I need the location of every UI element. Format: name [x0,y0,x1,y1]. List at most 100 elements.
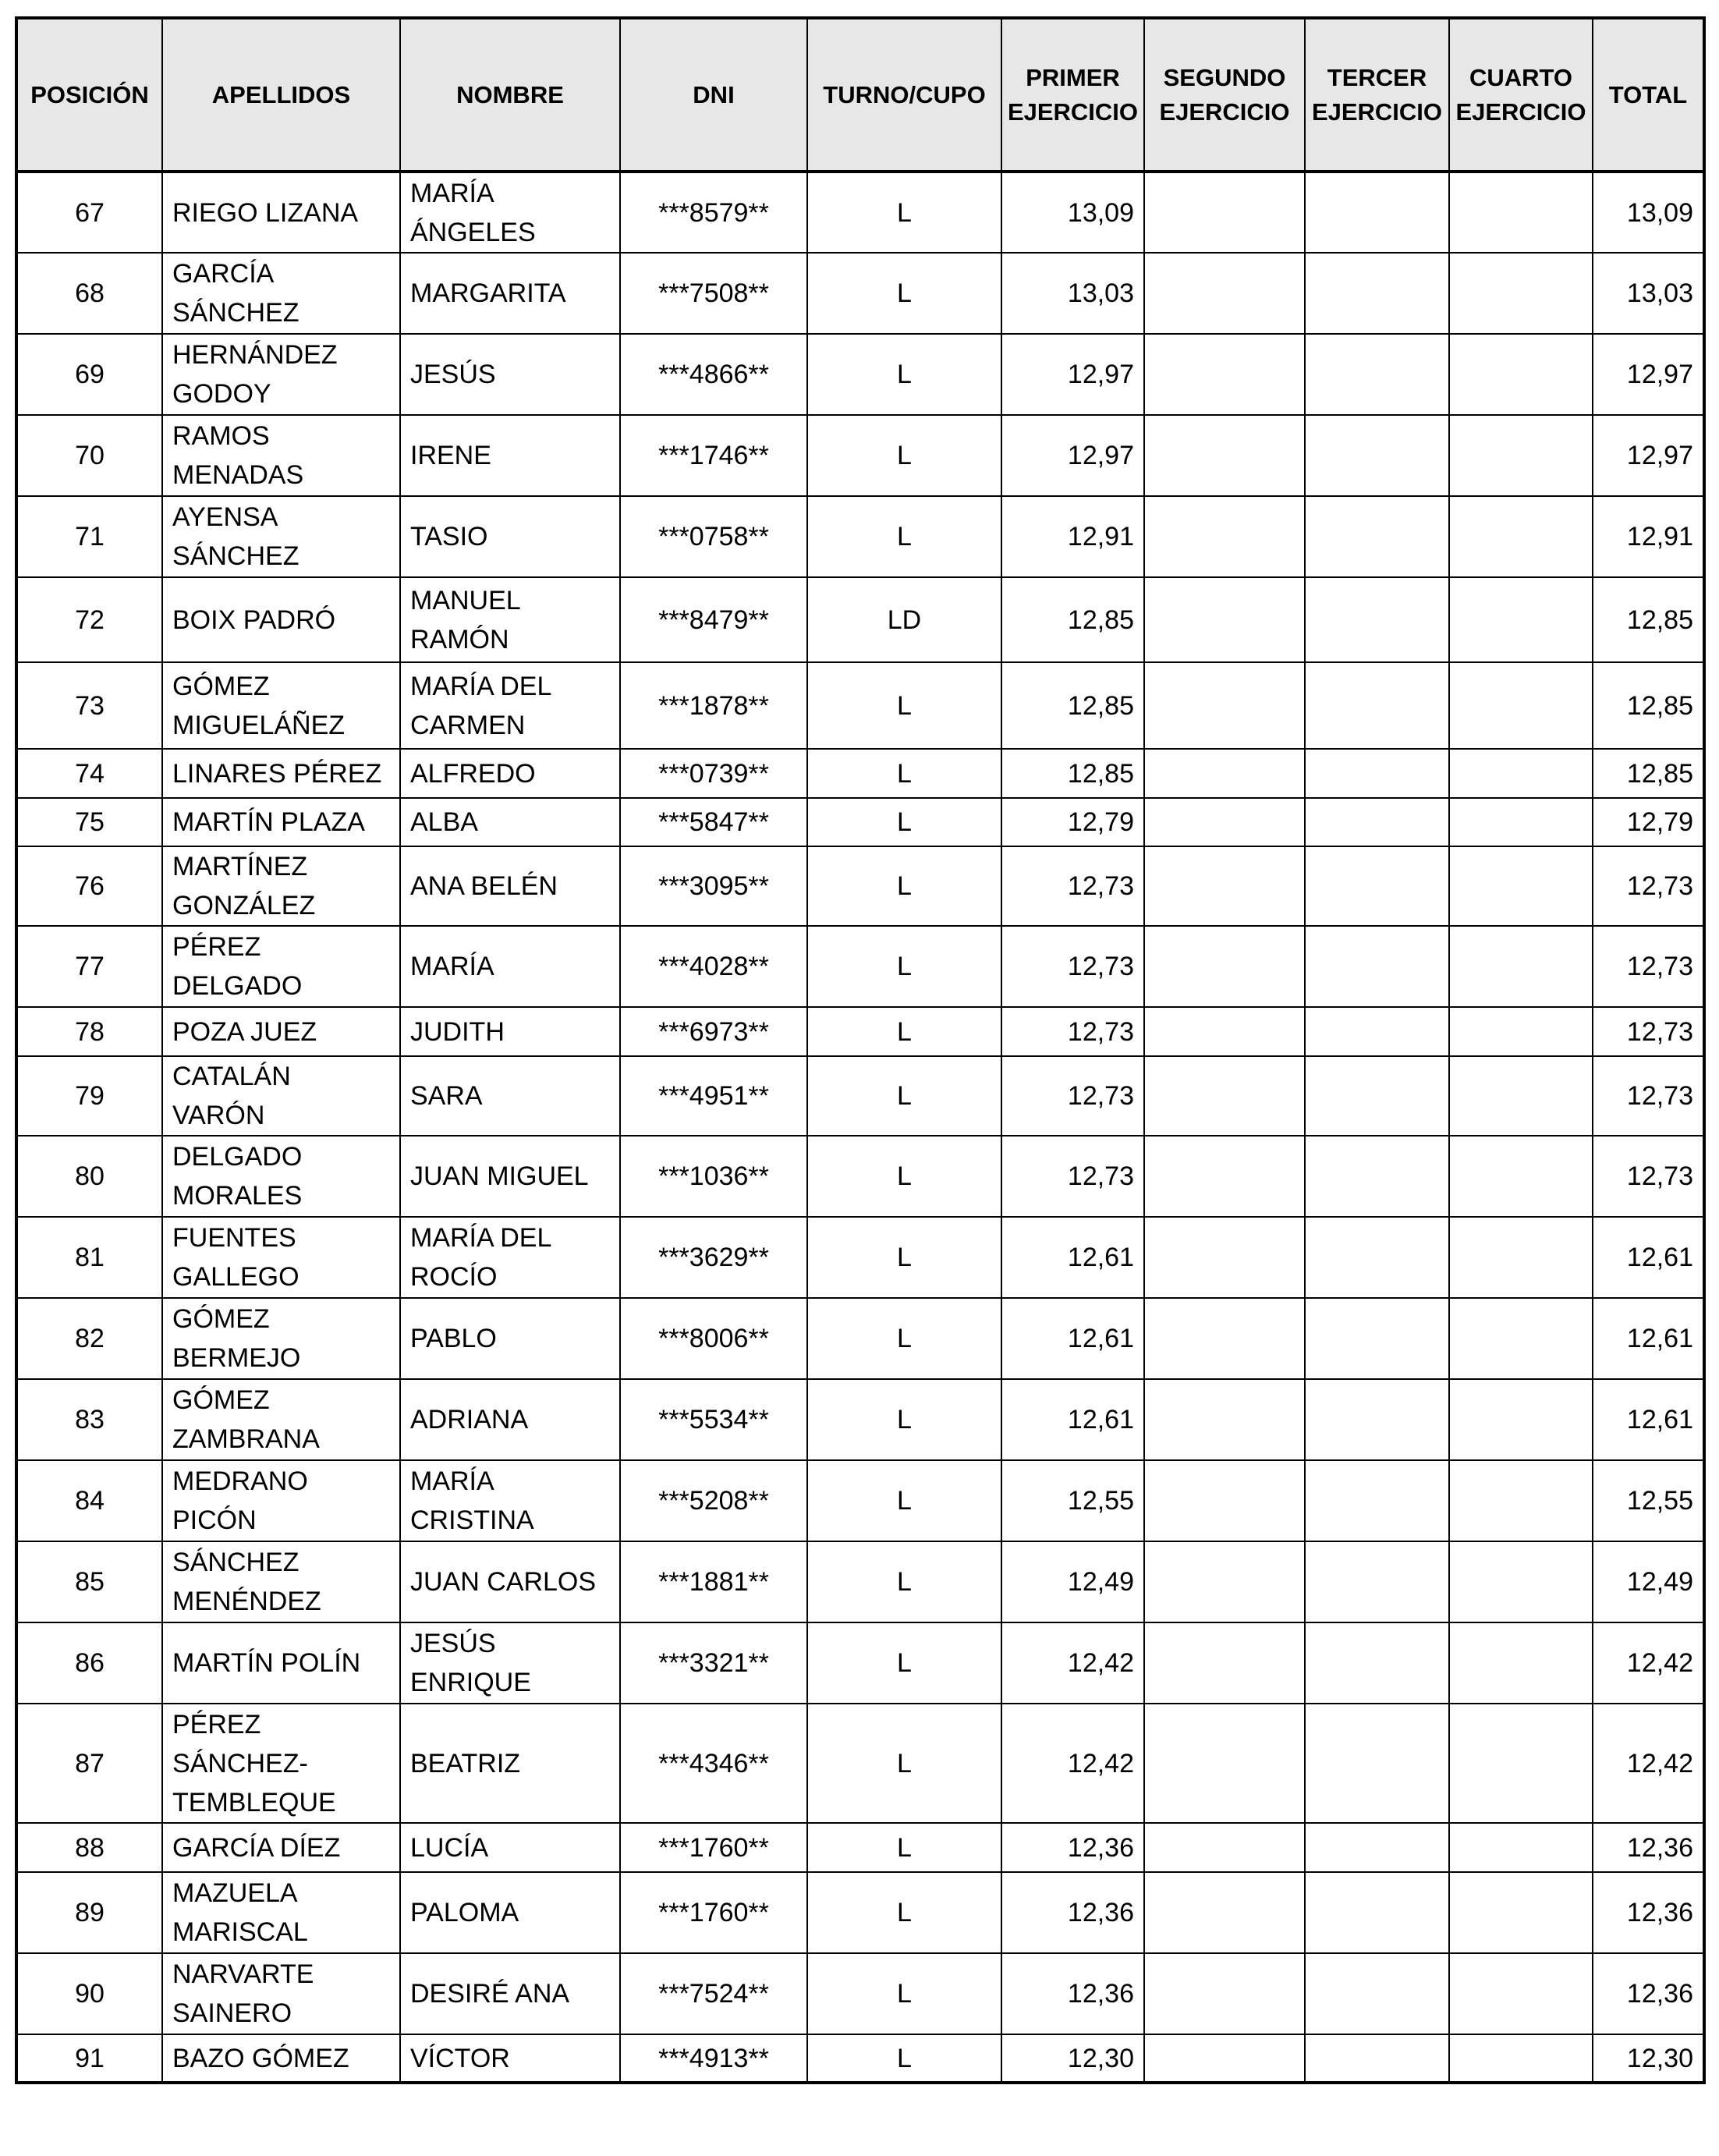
cell-tercer-ejercicio [1304,1135,1450,1218]
cell-dni: ***4913** [619,2034,808,2083]
cell-dni: ***0739** [619,748,808,799]
cell-total: 12,85 [1592,576,1705,663]
cell-cuarto-ejercicio [1448,495,1593,578]
cell-apellidos: MARTÍN POLÍN [161,1622,401,1704]
cell-apellidos: PÉREZ DELGADO [161,925,401,1008]
cell-cuarto-ejercicio [1448,414,1593,497]
cell-nombre: MARÍA DEL CARMEN [399,661,621,750]
cell-turno-cupo: L [806,1297,1002,1380]
cell-dni: ***1881** [619,1541,808,1623]
cell-nombre: JUDITH [399,1006,621,1057]
cell-turno-cupo: L [806,333,1002,416]
cell-dni: ***1760** [619,1822,808,1873]
cell-cuarto-ejercicio [1448,846,1593,927]
cell-segundo-ejercicio [1143,797,1306,847]
cell-cuarto-ejercicio [1448,925,1593,1008]
cell-segundo-ejercicio [1143,333,1306,416]
cell-cuarto-ejercicio [1448,1822,1593,1873]
header-posicion: POSICIÓN [16,17,163,173]
cell-primer-ejercicio: 12,85 [1001,748,1145,799]
cell-apellidos: GÓMEZ MIGUELÁÑEZ [161,661,401,750]
cell-nombre: MARGARITA [399,252,621,335]
table-row: 74 LINARES PÉREZ ALFREDO ***0739** L 12,85 12,… [16,748,1705,799]
cell-turno-cupo: L [806,1703,1002,1824]
cell-posicion: 88 [16,1822,163,1873]
cell-turno-cupo: L [806,414,1002,497]
header-nombre: NOMBRE [399,17,621,173]
table-row: 86 MARTÍN POLÍN JESÚS ENRIQUE ***3321** L 12,… [16,1622,1705,1704]
cell-segundo-ejercicio [1143,1216,1306,1299]
cell-cuarto-ejercicio [1448,1952,1593,2035]
cell-apellidos: RIEGO LIZANA [161,171,401,254]
cell-dni: ***1878** [619,661,808,750]
cell-turno-cupo: L [806,495,1002,578]
cell-apellidos: AYENSA SÁNCHEZ [161,495,401,578]
cell-turno-cupo: L [806,846,1002,927]
cell-tercer-ejercicio [1304,333,1450,416]
cell-posicion: 91 [16,2034,163,2083]
cell-turno-cupo: L [806,171,1002,254]
table-row: 81 FUENTES GALLEGO MARÍA DEL ROCÍO ***3629*… [16,1216,1705,1299]
cell-total: 12,73 [1592,925,1705,1008]
cell-segundo-ejercicio [1143,1459,1306,1542]
cell-cuarto-ejercicio [1448,1055,1593,1137]
cell-dni: ***4866** [619,333,808,416]
table-row: 79 CATALÁN VARÓN SARA ***4951** L 12,73 12,73 [16,1055,1705,1137]
header-dni: DNI [619,17,808,173]
cell-dni: ***1036** [619,1135,808,1218]
cell-apellidos: PÉREZ SÁNCHEZ- TEMBLEQUE [161,1703,401,1824]
cell-dni: ***3095** [619,846,808,927]
cell-apellidos: POZA JUEZ [161,1006,401,1057]
cell-tercer-ejercicio [1304,1952,1450,2035]
cell-primer-ejercicio: 12,61 [1001,1216,1145,1299]
cell-nombre: PALOMA [399,1871,621,1954]
cell-primer-ejercicio: 12,97 [1001,333,1145,416]
cell-dni: ***6973** [619,1006,808,1057]
cell-dni: ***4951** [619,1055,808,1137]
cell-tercer-ejercicio [1304,1459,1450,1542]
cell-turno-cupo: L [806,1871,1002,1954]
cell-turno-cupo: L [806,748,1002,799]
cell-segundo-ejercicio [1143,1055,1306,1137]
cell-dni: ***8479** [619,576,808,663]
cell-dni: ***8006** [619,1297,808,1380]
cell-primer-ejercicio: 12,73 [1001,1006,1145,1057]
cell-posicion: 73 [16,661,163,750]
cell-segundo-ejercicio [1143,1822,1306,1873]
cell-cuarto-ejercicio [1448,1297,1593,1380]
cell-nombre: ALBA [399,797,621,847]
cell-primer-ejercicio: 12,85 [1001,576,1145,663]
cell-total: 12,42 [1592,1622,1705,1704]
cell-tercer-ejercicio [1304,2034,1450,2083]
cell-total: 12,36 [1592,1822,1705,1873]
cell-total: 12,55 [1592,1459,1705,1542]
cell-segundo-ejercicio [1143,1622,1306,1704]
cell-posicion: 68 [16,252,163,335]
cell-tercer-ejercicio [1304,1006,1450,1057]
cell-posicion: 86 [16,1622,163,1704]
cell-total: 12,61 [1592,1216,1705,1299]
table-row: 68 GARCÍA SÁNCHEZ MARGARITA ***7508** L 13,03… [16,252,1705,335]
cell-dni: ***5534** [619,1378,808,1461]
cell-primer-ejercicio: 12,42 [1001,1703,1145,1824]
cell-tercer-ejercicio [1304,414,1450,497]
cell-dni: ***5847** [619,797,808,847]
cell-total: 12,49 [1592,1541,1705,1623]
cell-apellidos: CATALÁN VARÓN [161,1055,401,1137]
cell-turno-cupo: L [806,797,1002,847]
table-row: 88 GARCÍA DÍEZ LUCÍA ***1760** L 12,36 12,36 [16,1822,1705,1873]
cell-tercer-ejercicio [1304,1622,1450,1704]
cell-cuarto-ejercicio [1448,748,1593,799]
table-row: 77 PÉREZ DELGADO MARÍA ***4028** L 12,73 12,73 [16,925,1705,1008]
cell-posicion: 80 [16,1135,163,1218]
cell-tercer-ejercicio [1304,1541,1450,1623]
cell-dni: ***4346** [619,1703,808,1824]
cell-nombre: SARA [399,1055,621,1137]
cell-apellidos: GÓMEZ BERMEJO [161,1297,401,1380]
cell-cuarto-ejercicio [1448,1216,1593,1299]
cell-tercer-ejercicio [1304,1055,1450,1137]
cell-primer-ejercicio: 12,97 [1001,414,1145,497]
cell-dni: ***1760** [619,1871,808,1954]
cell-nombre: JESÚS ENRIQUE [399,1622,621,1704]
cell-posicion: 83 [16,1378,163,1461]
